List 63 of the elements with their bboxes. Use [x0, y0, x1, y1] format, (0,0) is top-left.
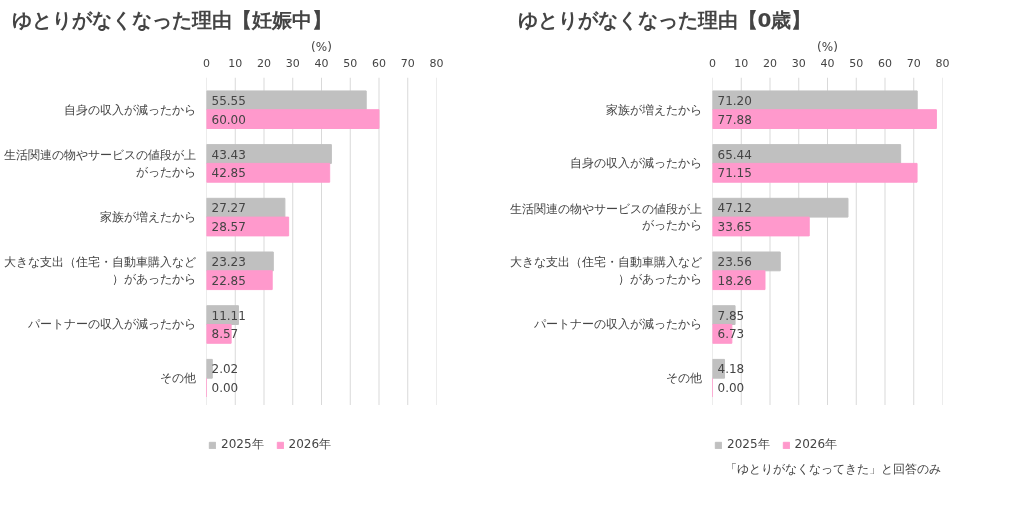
y-tick-label: 家族が増えたから — [605, 102, 702, 117]
y-tick-label: 生活関連の物やサービスの値段が上がったから — [509, 201, 702, 233]
y-tick-label: 生活関連の物やサービスの値段が上がったから — [3, 148, 196, 179]
x-tick-label: 60 — [878, 56, 892, 70]
x-tick-label: 60 — [372, 56, 386, 70]
data-label: 28.57 — [211, 219, 246, 234]
chart-title: ゆとりがなくなった理由【妊娠中】 — [11, 7, 332, 32]
data-label: 0.00 — [717, 381, 745, 396]
data-label: 71.20 — [717, 93, 752, 108]
x-axis-title: (%) — [817, 39, 838, 54]
x-tick-label: 10 — [228, 56, 243, 70]
data-label: 47.12 — [717, 201, 752, 216]
x-tick-label: 30 — [285, 56, 300, 70]
x-tick-label: 50 — [849, 56, 864, 70]
x-tick-label: 20 — [257, 56, 271, 70]
chart-title: ゆとりがなくなった理由【0歳】 — [517, 7, 812, 32]
data-label: 27.27 — [211, 201, 246, 216]
data-label: 55.55 — [211, 93, 246, 108]
x-tick-label: 10 — [734, 56, 749, 70]
y-tick-label: 家族が増えたから — [99, 210, 196, 225]
text: 「ゆとりがなくなってきた」と回答のみ — [724, 461, 941, 476]
data-label: 42.85 — [211, 166, 246, 181]
data-label: 0.00 — [211, 381, 239, 396]
data-label: 11.11 — [211, 308, 246, 323]
data-label: 2.02 — [211, 362, 239, 377]
data-label: 77.88 — [717, 112, 752, 127]
data-label: 4.18 — [717, 362, 745, 377]
x-tick-label: 50 — [343, 56, 358, 70]
x-tick-label: 40 — [820, 56, 835, 70]
x-tick-label: 30 — [791, 56, 806, 70]
legend-label: 2025年 — [727, 436, 770, 453]
x-tick-label: 70 — [906, 56, 921, 70]
legend-label: 2026年 — [288, 436, 332, 453]
data-label: 8.57 — [211, 327, 239, 342]
data-label: 7.85 — [717, 308, 745, 323]
y-tick-label: 自身の収入が減ったから — [63, 102, 196, 117]
data-label: 6.73 — [717, 327, 745, 342]
x-tick-label: 20 — [763, 56, 777, 70]
data-label: 23.23 — [211, 254, 246, 269]
x-tick-label: 0 — [709, 56, 716, 70]
legend-label: 2026年 — [794, 436, 838, 453]
data-label: 65.44 — [717, 147, 752, 162]
legend-label: 2025年 — [221, 436, 264, 453]
x-tick-label: 80 — [429, 56, 444, 70]
y-tick-label: パートナーの収入が減ったから — [26, 317, 196, 332]
y-tick-label: その他 — [159, 371, 196, 386]
x-tick-label: 40 — [314, 56, 329, 70]
x-tick-label: 0 — [203, 56, 210, 70]
data-label: 43.43 — [211, 147, 246, 162]
y-tick-label: 大きな支出（住宅・自動車購入など）があったから — [509, 255, 702, 287]
data-label: 18.26 — [717, 273, 752, 288]
data-label: 23.56 — [717, 254, 752, 269]
data-label: 60.00 — [211, 112, 246, 127]
data-label: 33.65 — [717, 219, 752, 234]
x-tick-label: 70 — [400, 56, 415, 70]
data-label: 22.85 — [211, 273, 246, 288]
data-label: 71.15 — [717, 166, 752, 181]
x-axis-title: (%) — [311, 39, 332, 54]
y-tick-label: 大きな支出（住宅・自動車購入など）があったから — [3, 255, 196, 287]
x-tick-label: 80 — [935, 56, 950, 70]
y-tick-label: パートナーの収入が減ったから — [532, 317, 702, 332]
y-tick-label: 自身の収入が減ったから — [569, 156, 702, 171]
y-tick-label: その他 — [665, 371, 702, 386]
